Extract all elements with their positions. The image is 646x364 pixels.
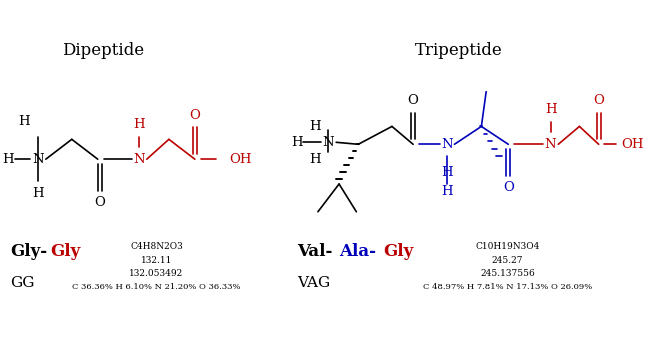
Text: H: H [309,120,321,133]
Text: Ala-: Ala- [339,243,376,260]
Text: O: O [503,182,514,194]
Text: C10H19N3O4: C10H19N3O4 [475,242,539,251]
Text: Tripeptide: Tripeptide [415,41,503,59]
Text: N: N [545,138,556,151]
Text: 245.137556: 245.137556 [480,269,535,278]
Text: H: H [32,187,44,201]
Text: C 48.97% H 7.81% N 17.13% O 26.09%: C 48.97% H 7.81% N 17.13% O 26.09% [422,283,592,291]
Text: 245.27: 245.27 [492,256,523,265]
Text: Gly: Gly [383,243,413,260]
Text: O: O [189,109,200,122]
Text: GG: GG [10,276,35,290]
Text: Val-: Val- [297,243,332,260]
Text: H: H [441,185,453,198]
Text: H: H [441,166,453,179]
Text: 132.053492: 132.053492 [129,269,183,278]
Text: O: O [94,196,105,209]
Text: H: H [133,118,145,131]
Text: O: O [593,94,604,107]
Text: Gly: Gly [50,243,81,260]
Text: H: H [309,153,321,166]
Text: OH: OH [621,138,644,151]
Text: C4H8N2O3: C4H8N2O3 [130,242,183,251]
Text: H: H [18,115,30,128]
Text: N: N [441,138,453,151]
Text: H: H [545,103,556,116]
Text: N: N [32,153,44,166]
Text: 132.11: 132.11 [141,256,172,265]
Text: H: H [3,153,14,166]
Text: Gly-: Gly- [10,243,47,260]
Text: H: H [291,136,302,149]
Text: N: N [133,153,145,166]
Text: VAG: VAG [297,276,330,290]
Text: OH: OH [229,153,252,166]
Text: N: N [323,136,334,149]
Text: O: O [408,94,419,107]
Text: Dipeptide: Dipeptide [63,41,145,59]
Text: C 36.36% H 6.10% N 21.20% O 36.33%: C 36.36% H 6.10% N 21.20% O 36.33% [72,283,241,291]
